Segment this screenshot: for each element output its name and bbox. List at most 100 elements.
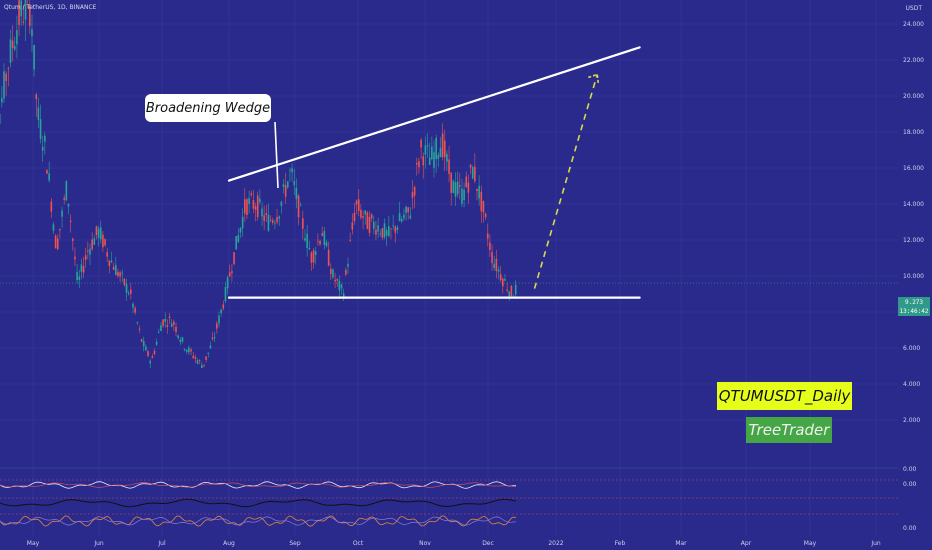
candle-body [61,210,63,217]
upper-trendline [227,46,641,182]
candle-body [24,0,27,20]
candle-body [228,272,231,277]
y-tick-label: 18.000 [903,129,924,136]
indicator-scale-label: 0.00 [903,481,917,488]
candle-body [330,268,332,274]
candle-body [241,216,244,229]
candle-body [170,323,173,327]
candle-body [160,325,162,332]
indicator-panes: 0.00 0.00 0.00 [0,466,917,532]
candle-body [398,213,401,222]
x-tick-label: Apr [741,540,752,547]
x-tick-label: May [804,540,817,547]
candle-body [205,356,207,360]
candle-body [188,347,190,353]
candle-body [185,349,188,352]
candle-body [491,252,493,264]
candle-body [366,212,369,230]
candle-body [254,206,257,210]
candle-body [132,303,134,308]
x-tick-label: Mar [675,540,687,547]
oscillator-line [0,482,517,488]
y-tick-label: 2.000 [903,417,920,424]
candle-body [9,39,12,63]
candle-body [162,319,164,326]
chart-header: Qtum / TetherUS, 1D, BINANCE [4,4,97,11]
ticker-badge: QTUMUSDT_Daily [717,382,852,410]
candle-body [422,156,425,166]
x-tick-label: Dec [482,540,494,547]
candle-body [364,210,366,215]
candle-body [403,214,405,219]
candle-body [20,0,22,17]
candle-body [390,228,392,230]
candle-body [413,186,416,196]
candle-body [431,146,433,160]
candle-body [347,264,349,267]
candle-body [357,199,360,211]
candle-body [108,260,111,267]
candle-body [220,309,222,314]
candle-body [269,219,272,221]
candle-body [140,339,143,342]
x-tick-label: Jun [870,540,881,547]
candle-body [35,94,38,100]
candle-body [256,195,259,217]
candle-body [319,240,321,245]
candle-body [136,322,139,324]
candle-body [493,263,495,268]
candle-body [235,236,237,250]
currency-label: USDT [905,5,923,12]
candle-body [489,242,491,250]
y-tick-label: 10.000 [903,273,924,280]
candle-body [134,308,136,313]
candle-body [33,44,35,70]
candle-body [293,181,296,186]
projection-line [533,74,599,289]
candle-body [454,182,457,197]
candle-body [392,225,394,227]
candle-body [381,228,384,238]
candle-body [463,189,465,201]
candle-body [308,247,311,250]
candle-body [123,278,126,285]
candle-body [276,217,278,223]
x-tick-label: Jul [157,540,166,547]
candle-body [409,215,412,219]
candle-body [37,107,40,121]
candle-body [138,328,141,330]
oscillator-line [0,515,517,527]
candle-body [16,30,18,45]
candle-body [287,181,289,188]
candle-body [297,195,300,218]
candle-body [194,356,197,359]
x-tick-label: Aug [223,540,235,547]
candle-body [418,161,420,168]
x-tick-label: Sep [289,540,301,547]
candle-body [469,164,472,168]
candle-body [267,214,270,231]
oscillator-line [0,498,517,508]
candle-body [379,233,382,235]
candle-body [368,216,371,233]
candle-body [452,180,455,194]
candle-body [244,199,246,214]
y-tick-label: 20.000 [903,93,924,100]
candle-body [155,341,158,345]
candle-body [130,289,132,294]
candle-body [168,316,171,318]
candle-body [237,235,240,242]
candle-body [370,214,373,219]
candle-body [396,227,399,230]
candle-body [265,213,268,216]
candle-body [31,29,33,37]
candle-body [218,315,220,324]
candle-body [233,252,235,264]
candle-body [13,46,16,50]
candle-body [306,233,308,248]
candle-body [263,215,265,222]
candle-body [435,137,437,160]
candle-body [46,170,48,174]
x-axis-labels: May Jun Jul Aug Sep Oct Nov Dec 2022 Feb Mar Apr May… [27,540,881,547]
